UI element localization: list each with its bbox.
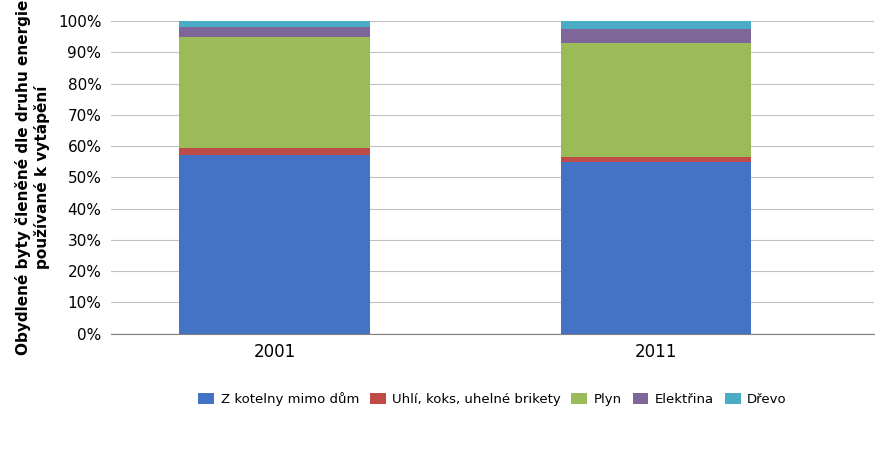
Bar <box>180 27 370 37</box>
Bar <box>561 162 751 334</box>
Bar <box>180 21 370 27</box>
Bar <box>180 148 370 155</box>
Bar <box>180 155 370 334</box>
Bar <box>561 21 751 29</box>
Bar <box>561 29 751 43</box>
Bar <box>561 43 751 157</box>
Y-axis label: Obydlené byty členěné dle druhu energie
používané k vytápění: Obydlené byty členěné dle druhu energie … <box>15 0 50 355</box>
Legend: Z kotelny mimo dům, Uhlí, koks, uhelné brikety, Plyn, Elektřina, Dřevo: Z kotelny mimo dům, Uhlí, koks, uhelné b… <box>193 387 792 412</box>
Bar <box>561 157 751 162</box>
Bar <box>180 37 370 148</box>
